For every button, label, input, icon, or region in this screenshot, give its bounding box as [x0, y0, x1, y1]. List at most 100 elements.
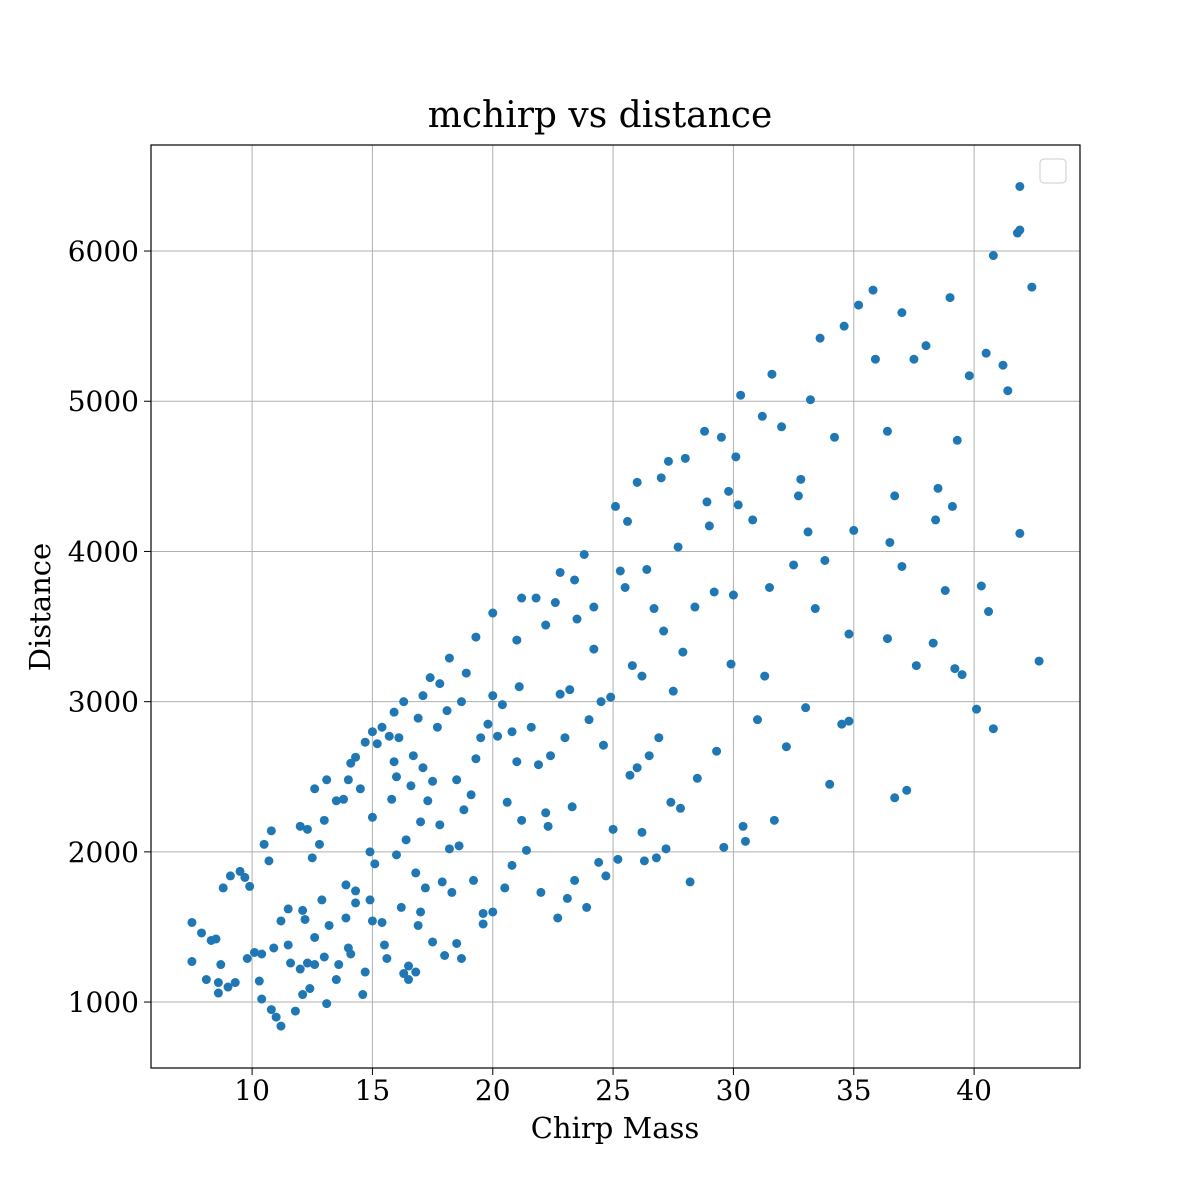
point: [724, 486, 734, 496]
point: [654, 733, 664, 743]
point: [346, 758, 356, 768]
point: [346, 949, 356, 959]
point: [399, 697, 409, 707]
point: [420, 883, 430, 893]
y-axis-label: Distance: [23, 543, 57, 671]
point: [442, 706, 452, 716]
point: [317, 895, 327, 905]
point: [531, 593, 541, 603]
point: [659, 626, 669, 636]
point: [854, 300, 864, 310]
point: [223, 982, 233, 992]
points: [187, 181, 1044, 1031]
point: [471, 754, 481, 764]
point: [649, 604, 659, 614]
point: [803, 527, 813, 537]
point: [837, 719, 847, 729]
point: [632, 477, 642, 487]
point: [550, 598, 560, 608]
point: [700, 426, 710, 436]
point: [418, 691, 428, 701]
point: [579, 549, 589, 559]
point: [546, 751, 556, 761]
point: [981, 348, 991, 358]
point: [570, 875, 580, 885]
point: [632, 763, 642, 773]
point: [218, 883, 228, 893]
point: [401, 835, 411, 845]
point: [456, 954, 466, 964]
point: [555, 689, 565, 699]
point: [488, 691, 498, 701]
point: [1003, 386, 1013, 396]
point: [897, 561, 907, 571]
point: [389, 707, 399, 717]
point: [235, 866, 245, 876]
point: [413, 920, 423, 930]
x-tick-label: 15: [355, 1074, 391, 1107]
point: [1015, 181, 1025, 191]
y-tick-label: 4000: [68, 535, 139, 568]
point: [416, 907, 426, 917]
point: [685, 877, 695, 887]
point: [702, 497, 712, 507]
point: [536, 887, 546, 897]
point: [456, 697, 466, 707]
point: [444, 844, 454, 854]
point: [322, 775, 332, 785]
point: [719, 842, 729, 852]
point: [1015, 528, 1025, 538]
point: [245, 881, 255, 891]
point: [972, 704, 982, 714]
point: [644, 751, 654, 761]
y-tick-label: 3000: [68, 686, 139, 719]
point: [249, 947, 259, 957]
point: [601, 871, 611, 881]
point: [844, 716, 854, 726]
point: [765, 582, 775, 592]
point: [334, 960, 344, 970]
point: [957, 670, 967, 680]
point: [553, 913, 563, 923]
point: [310, 960, 320, 970]
point: [897, 308, 907, 318]
point: [1034, 656, 1044, 666]
point: [497, 700, 507, 710]
point: [319, 952, 329, 962]
point: [882, 634, 892, 644]
point: [789, 560, 799, 570]
point: [731, 452, 741, 462]
point: [351, 898, 361, 908]
point: [365, 895, 375, 905]
point: [367, 916, 377, 926]
point: [452, 775, 462, 785]
point: [266, 1005, 276, 1015]
point: [271, 1012, 281, 1022]
point: [945, 293, 955, 303]
point: [283, 940, 293, 950]
point: [656, 473, 666, 483]
point: [760, 671, 770, 681]
point: [302, 958, 312, 968]
point: [300, 914, 310, 924]
point: [517, 593, 527, 603]
point: [998, 360, 1008, 370]
point: [264, 856, 274, 866]
point: [673, 542, 683, 552]
x-axis-label: Chirp Mass: [531, 1111, 700, 1145]
point: [830, 432, 840, 442]
point: [615, 566, 625, 576]
point: [512, 635, 522, 645]
point: [680, 453, 690, 463]
point: [623, 516, 633, 526]
point: [428, 937, 438, 947]
point: [314, 839, 324, 849]
point: [668, 686, 678, 696]
point: [302, 824, 312, 834]
point: [988, 251, 998, 261]
point: [1027, 282, 1037, 292]
point: [425, 673, 435, 683]
point: [890, 793, 900, 803]
point: [469, 875, 479, 885]
point: [666, 797, 676, 807]
